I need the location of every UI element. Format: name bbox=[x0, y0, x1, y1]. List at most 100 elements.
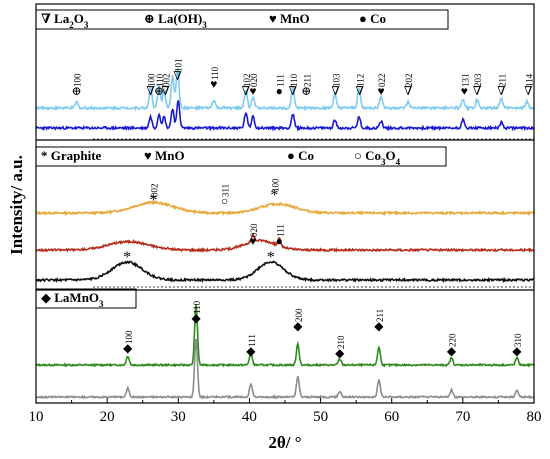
peak-marker: ◆ bbox=[246, 344, 256, 358]
peak-marker: ♥ bbox=[249, 84, 256, 98]
peak-index-label: 022 bbox=[377, 74, 387, 88]
peak-index-label: 002 bbox=[161, 74, 171, 88]
peak-index-label: 310 bbox=[513, 333, 523, 347]
peak-marker: ∇ bbox=[356, 84, 364, 98]
peak-marker: ∇ bbox=[404, 84, 412, 98]
peak-index-label: 112 bbox=[356, 74, 366, 87]
y-axis-label: Intensity/ a.u. bbox=[7, 155, 26, 255]
peak-marker: ♥ bbox=[249, 234, 256, 248]
peak-index-label: 101 bbox=[174, 59, 184, 73]
legend-bottom: ◆ LaMnO3 bbox=[35, 288, 137, 309]
peak-marker: ∇ bbox=[524, 84, 532, 98]
peak-index-label: 100 bbox=[270, 178, 280, 192]
legend-entry: ♥ MnO bbox=[269, 11, 310, 26]
legend-entry: ◆ LaMnO3 bbox=[41, 290, 104, 309]
peak-index-label: 100 bbox=[147, 73, 157, 87]
peak-marker: ♥ bbox=[377, 84, 384, 98]
x-axis-label: 2θ/ ° bbox=[268, 433, 301, 452]
peak-marker: ● bbox=[276, 234, 283, 248]
panel-top: ∇ La2O3 ⊕ La(OH)3 ♥ MnO ● Co⊕100∇100⊕110∇00… bbox=[35, 9, 535, 140]
series-line bbox=[35, 260, 535, 284]
legend-entry: ♥ MnO bbox=[144, 148, 185, 163]
x-tick-label: 40 bbox=[242, 409, 257, 425]
peak-index-label: 311 bbox=[221, 184, 231, 197]
peak-marker: ◆ bbox=[293, 319, 303, 333]
legend-entry: ⊕ La(OH)3 bbox=[144, 11, 207, 30]
x-tick-label: 70 bbox=[455, 409, 470, 425]
peak-marker: ♥ bbox=[461, 84, 468, 98]
peak-marker: ◆ bbox=[447, 344, 457, 358]
x-tick-label: 10 bbox=[29, 409, 44, 425]
peak-marker: ◆ bbox=[374, 319, 384, 333]
panels-layer: ∇ La2O3 ⊕ La(OH)3 ♥ MnO ● Co⊕100∇100⊕110∇00… bbox=[35, 9, 535, 400]
peak-index-label: 111 bbox=[275, 74, 285, 87]
peak-marker: * bbox=[149, 192, 157, 209]
legend-top: ∇ La2O3 ⊕ La(OH)3 ♥ MnO ● Co bbox=[35, 9, 449, 30]
series-line bbox=[35, 304, 535, 368]
peak-index-label: 020 bbox=[249, 223, 259, 237]
peak-index-label: 110 bbox=[289, 73, 299, 87]
peak-index-label: 020 bbox=[249, 73, 259, 87]
x-tick-label: 20 bbox=[100, 409, 115, 425]
peak-marker: ● bbox=[276, 84, 283, 98]
peak-marker: ∇ bbox=[242, 84, 250, 98]
peak-index-label: 002 bbox=[149, 184, 159, 198]
peak-index-label: 211 bbox=[497, 74, 507, 87]
legend-middle: * Graphite ♥ MnO ● Co ○ Co3O4 bbox=[35, 146, 447, 167]
series-line bbox=[35, 68, 535, 112]
peak-index-label: 220 bbox=[447, 333, 457, 347]
peak-marker: ◆ bbox=[335, 346, 345, 360]
peak-index-label: 114 bbox=[524, 73, 534, 87]
peak-index-label: 102 bbox=[242, 74, 252, 88]
peak-marker: ◆ bbox=[123, 341, 133, 355]
peak-index-label: 110 bbox=[192, 300, 202, 314]
peak-marker: ◆ bbox=[512, 344, 522, 358]
peak-marker: ⊕ bbox=[154, 84, 164, 98]
legend-entry: * Graphite bbox=[41, 148, 102, 163]
peak-marker: ∇ bbox=[473, 84, 481, 98]
legend-entry: ● Co bbox=[359, 11, 386, 26]
peak-index-label: 111 bbox=[275, 224, 285, 237]
panel-bottom: ◆ LaMnO3◆100◆110◆111◆200◆210◆211◆220◆310 bbox=[35, 288, 535, 400]
peak-marker: ∇ bbox=[289, 84, 297, 98]
series-line bbox=[35, 232, 535, 253]
peak-index-label: 202 bbox=[404, 74, 414, 88]
legend-box bbox=[35, 9, 449, 30]
peak-index-label: 203 bbox=[473, 73, 483, 87]
peak-index-label: 210 bbox=[336, 335, 346, 349]
peak-marker: * bbox=[267, 249, 275, 266]
peak-marker: ○ bbox=[221, 194, 228, 208]
peak-index-label: 100 bbox=[124, 330, 134, 344]
axes-layer: 10 20 30 40 50 60 70 80 2θ/ ° Intensity/ a.u. bbox=[7, 3, 542, 452]
peak-marker: ∇ bbox=[161, 84, 169, 98]
peak-index-label: 100 bbox=[73, 73, 83, 87]
panel-middle: * Graphite ♥ MnO ● Co ○ Co3O4*002○311 *100♥0… bbox=[35, 146, 535, 288]
x-tick-label: 80 bbox=[527, 409, 542, 425]
peak-marker: ∇ bbox=[173, 69, 181, 83]
x-tick-label: 30 bbox=[171, 409, 186, 425]
legend-entry: ○ Co3O4 bbox=[354, 148, 401, 167]
peak-index-label: 211 bbox=[302, 74, 312, 87]
peak-marker: ⊕ bbox=[301, 84, 311, 98]
peak-index-label: 110 bbox=[210, 66, 220, 80]
peak-marker: ∇ bbox=[497, 84, 505, 98]
series-line bbox=[35, 100, 535, 132]
series-line bbox=[35, 200, 535, 217]
peak-index-label: 110 bbox=[155, 73, 165, 87]
x-tick-label: 60 bbox=[384, 409, 399, 425]
peak-marker: ⊕ bbox=[72, 84, 82, 98]
peak-index-label: 111 bbox=[247, 334, 257, 347]
peak-index-label: 200 bbox=[294, 308, 304, 322]
peak-marker: * bbox=[270, 187, 278, 204]
peak-marker: ∇ bbox=[146, 84, 154, 98]
peak-marker: ♥ bbox=[210, 77, 217, 91]
x-tick-label: 50 bbox=[313, 409, 328, 425]
series-line bbox=[35, 338, 535, 400]
peak-marker: * bbox=[123, 249, 131, 266]
peak-index-label: 131 bbox=[460, 74, 470, 88]
peak-index-label: 103 bbox=[332, 73, 342, 87]
peak-marker: ∇ bbox=[331, 84, 339, 98]
peak-marker: ◆ bbox=[191, 311, 201, 325]
peak-index-label: 211 bbox=[375, 309, 385, 322]
